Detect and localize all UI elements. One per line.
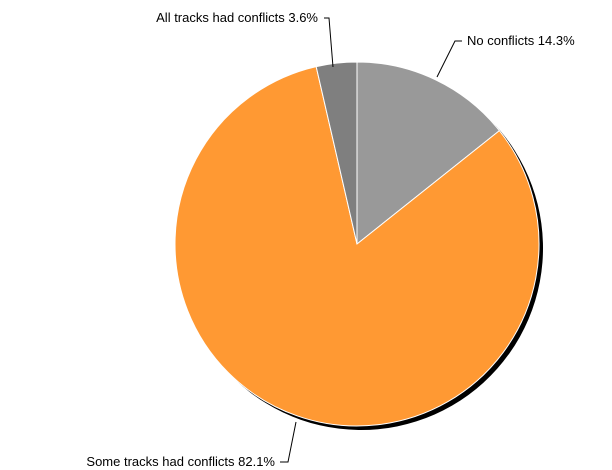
label-all-conflicts: All tracks had conflicts 3.6% — [156, 10, 318, 25]
slice-all-conflicts — [315, 61, 358, 245]
leader-lines — [280, 17, 462, 463]
leader-line-some-conflicts — [280, 421, 297, 463]
label-no-conflicts: No conflicts 14.3% — [467, 33, 575, 48]
leader-line-no-conflicts — [436, 40, 462, 78]
slice-no-conflicts — [356, 61, 501, 246]
leader-line-all-conflicts — [324, 17, 334, 68]
slice-some-conflicts — [174, 66, 540, 427]
label-some-conflicts: Some tracks had conflicts 82.1% — [86, 454, 275, 469]
pie-slices — [174, 61, 540, 427]
